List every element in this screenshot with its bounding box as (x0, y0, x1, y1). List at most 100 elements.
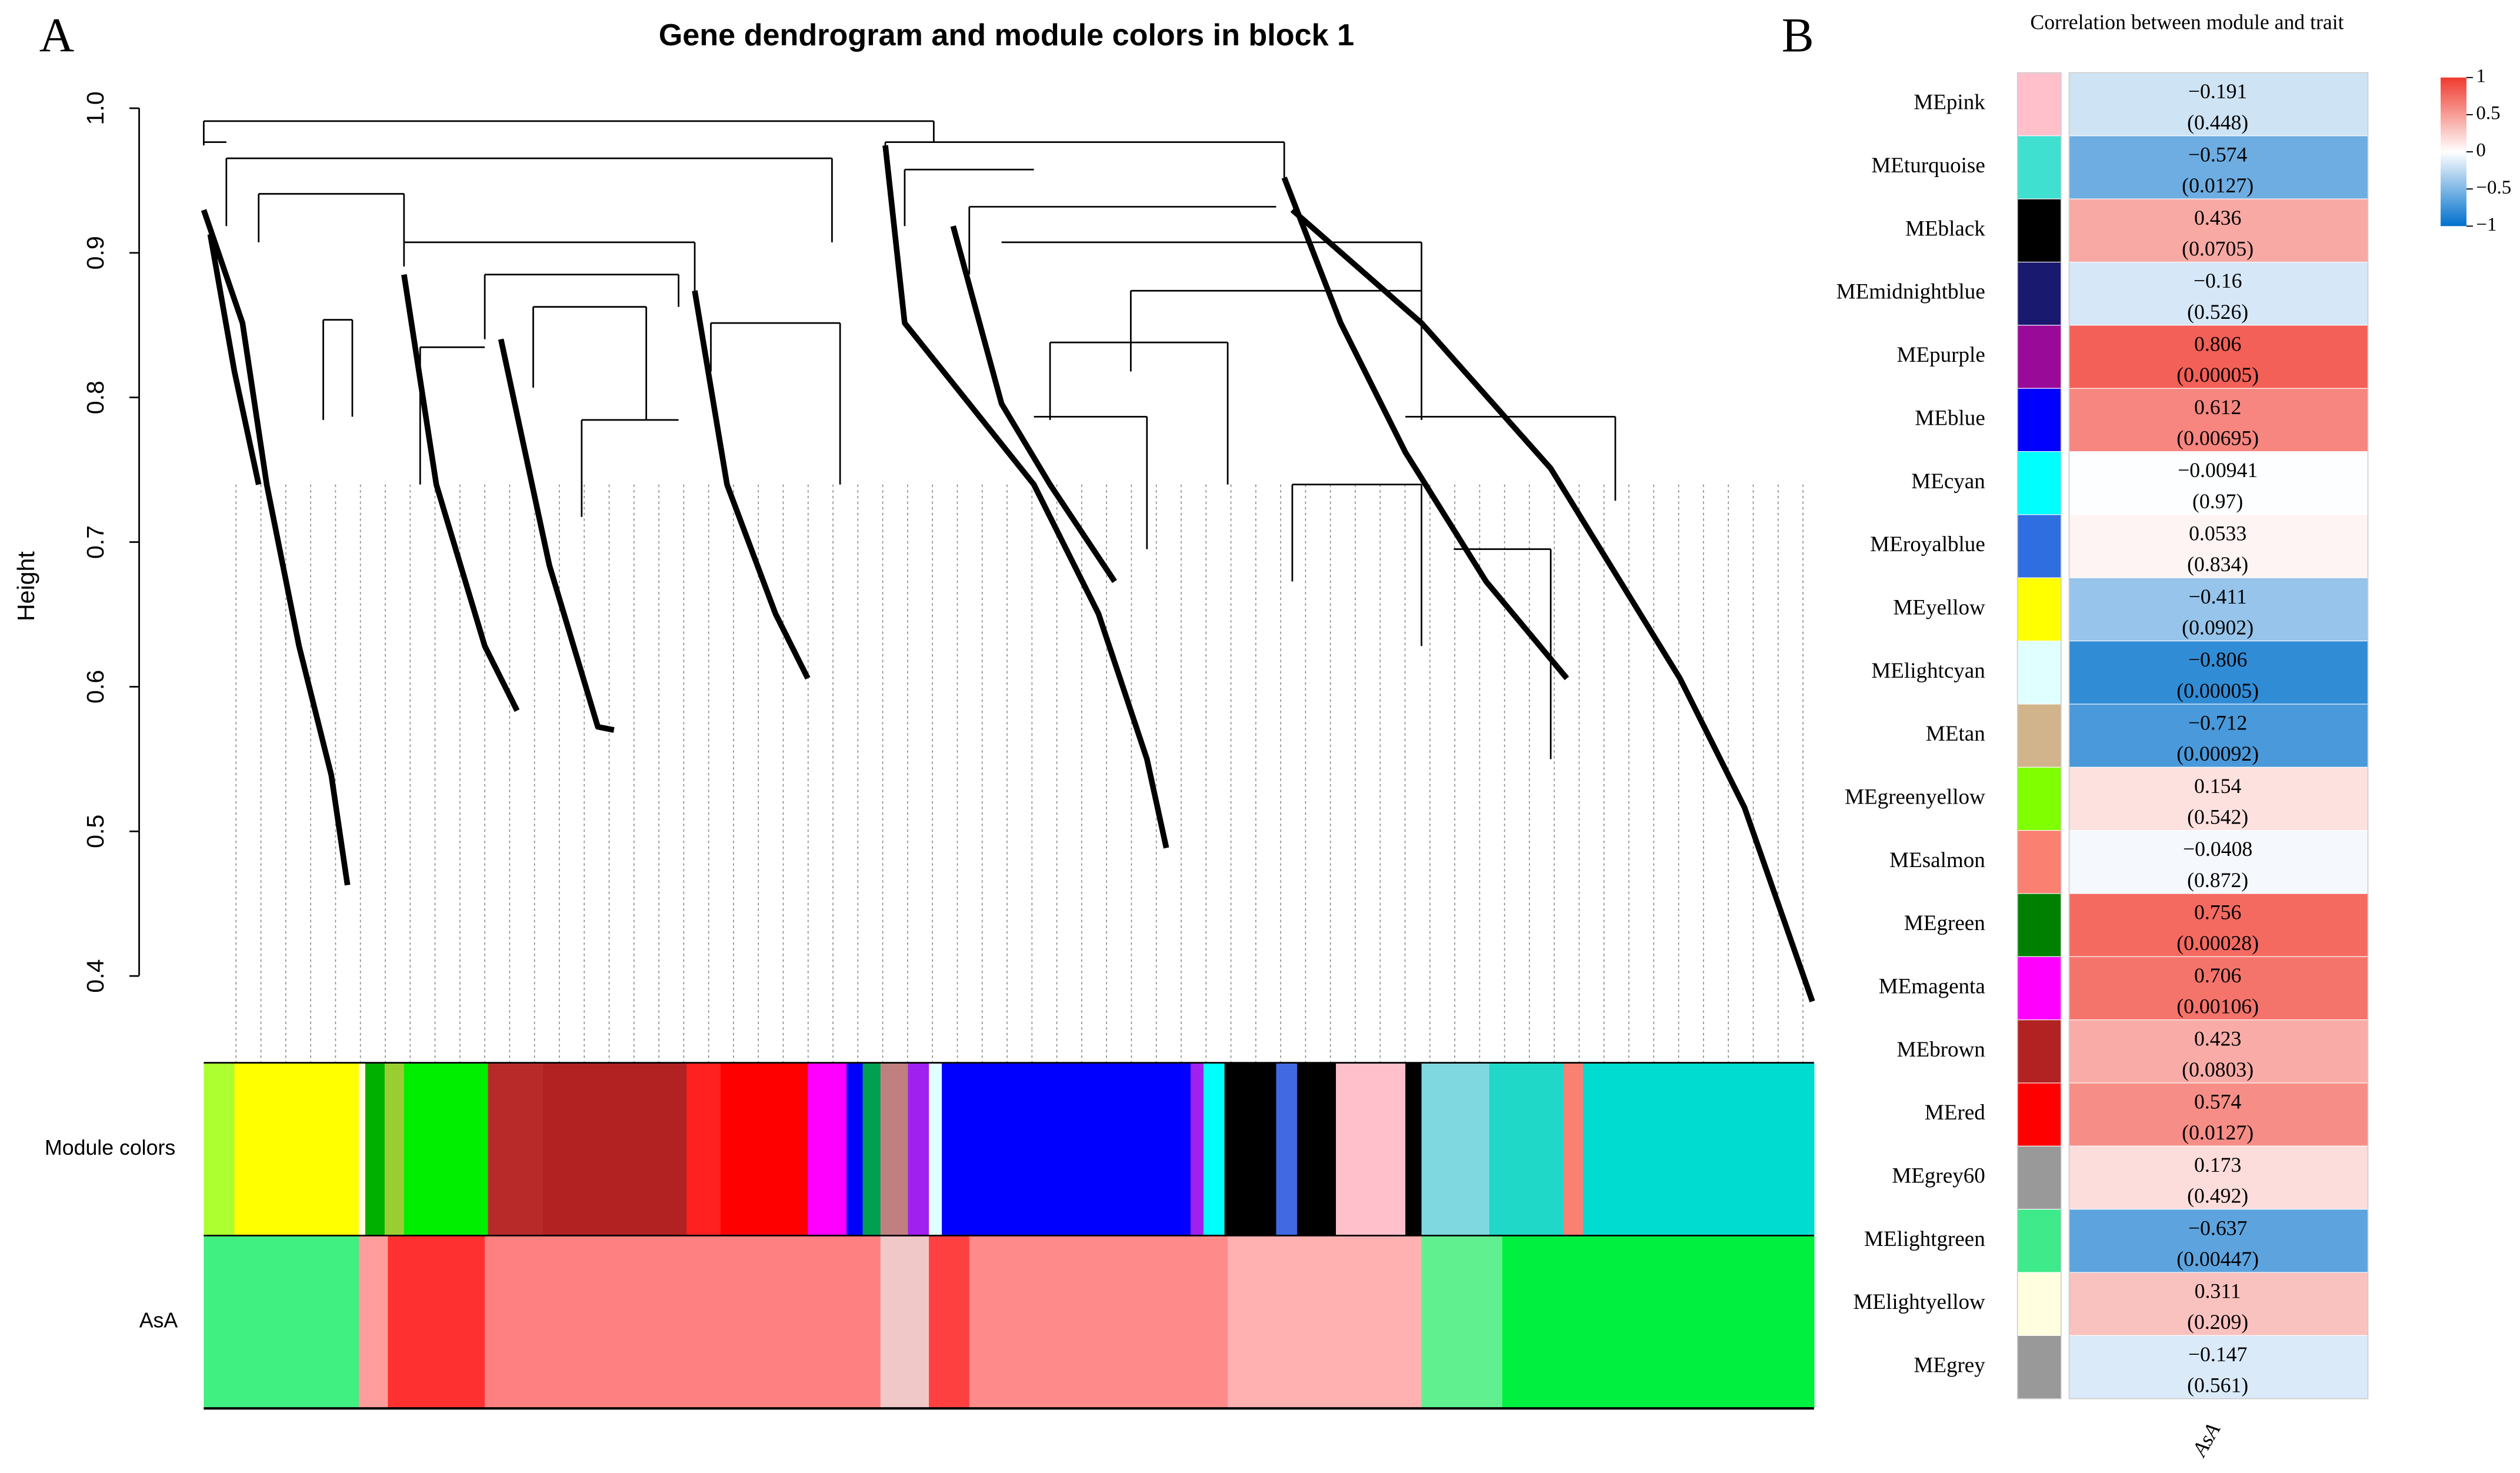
value-label: −0.147 (2188, 1342, 2247, 1366)
heatmap-cell (2069, 262, 2369, 326)
module-swatch (2017, 1082, 2062, 1147)
row-label: MEgrey60 (1892, 1164, 1985, 1188)
value-label: −0.806 (2188, 648, 2247, 671)
panel-b: MEpink −0.191 (0.448) MEturquoise −0.574 (0.0… (1836, 65, 2511, 1399)
color-band (880, 1235, 929, 1409)
chart-title: Correlation between module and trait (2030, 10, 2344, 34)
module-swatch (2017, 451, 2062, 515)
color-band (1502, 1235, 1815, 1409)
panel-letter: A (39, 9, 74, 62)
heatmap-cell (2069, 577, 2369, 642)
pvalue-label: (0.0705) (2182, 236, 2254, 260)
colorbar-label: −0.5 (2476, 177, 2511, 198)
module-swatch (2017, 641, 2062, 705)
pvalue-label: (0.542) (2187, 805, 2248, 829)
row-label: MEcyan (1911, 469, 1985, 494)
heatmap-cell (2069, 1209, 2369, 1273)
pvalue-label: (0.872) (2187, 868, 2248, 892)
heatmap-cell (2069, 956, 2369, 1021)
color-band (358, 1235, 389, 1409)
y-axis-label: Height (12, 551, 39, 622)
module-swatch (2017, 704, 2062, 768)
pvalue-label: (0.834) (2187, 552, 2248, 576)
value-label: 0.0533 (2189, 522, 2246, 545)
value-label: −0.0408 (2183, 837, 2252, 861)
heatmap-cell (2069, 704, 2369, 768)
value-label: −0.411 (2189, 585, 2247, 608)
swatch-frame (2016, 72, 2062, 1399)
color-band (384, 1062, 405, 1236)
color-band (358, 1062, 366, 1236)
module-swatch (2017, 72, 2062, 136)
pvalue-label: (0.0902) (2182, 615, 2254, 639)
heatmap-cell (2069, 451, 2369, 515)
color-band (908, 1062, 929, 1236)
row-label: MEbrown (1897, 1038, 1985, 1062)
heatmap-cell (2069, 72, 2369, 136)
y-tick-label: 0.9 (82, 236, 109, 269)
pvalue-label: (0.00005) (2176, 679, 2259, 702)
row-label: MEmagenta (1879, 974, 1985, 998)
module-swatch (2017, 325, 2062, 389)
value-label: −0.712 (2188, 711, 2247, 735)
value-label: 0.436 (2194, 206, 2241, 229)
row-label: Module colors (45, 1136, 175, 1159)
color-band (234, 1062, 359, 1236)
color-band (1276, 1062, 1298, 1236)
colorbar-label: 0 (2476, 140, 2485, 161)
color-band (862, 1062, 881, 1236)
dendrogram (201, 120, 1815, 1002)
module-swatch (2017, 1145, 2062, 1210)
value-label: 0.756 (2194, 901, 2241, 924)
heatmap-cell (2069, 1335, 2369, 1399)
value-label: −0.637 (2188, 1216, 2247, 1239)
value-label: 0.311 (2195, 1279, 2241, 1303)
color-band (1190, 1062, 1204, 1236)
value-label: −0.191 (2188, 79, 2247, 103)
row-label: MEgreenyellow (1845, 785, 1985, 809)
y-tick-label: 1.0 (82, 91, 109, 125)
panel-a: 0.4 0.5 0.6 0.7 0.8 0.9 1.0 Module colors AsA (45, 91, 1815, 1410)
heatmap-cell (2069, 198, 2369, 263)
color-band (686, 1062, 721, 1236)
color-band (1203, 1062, 1225, 1236)
value-label: 0.612 (2194, 395, 2241, 419)
row-label: MElightgreen (1864, 1227, 1985, 1251)
y-tick-label: 0.7 (82, 525, 109, 559)
colorbar-label: 1 (2476, 65, 2485, 86)
value-label: 0.154 (2194, 774, 2241, 798)
row-label: MEroyalblue (1870, 532, 1985, 556)
color-band (1228, 1235, 1422, 1409)
color-band (1297, 1062, 1336, 1236)
value-label: −0.16 (2194, 269, 2242, 292)
pvalue-label: (0.561) (2187, 1374, 2248, 1397)
pvalue-label: (0.0127) (2182, 1121, 2254, 1144)
color-band (1583, 1062, 1815, 1236)
color-band (488, 1062, 544, 1236)
color-band (929, 1062, 942, 1236)
color-band (485, 1235, 881, 1409)
heatmap-cell (2069, 893, 2369, 957)
pvalue-label: (0.00005) (2176, 363, 2259, 386)
leaf-guides (235, 484, 1804, 1063)
module-swatch (2017, 1019, 2062, 1084)
color-band (720, 1062, 809, 1236)
color-band (542, 1062, 688, 1236)
module-swatch (2017, 1272, 2062, 1336)
y-tick-label: 0.5 (82, 815, 109, 848)
module-swatch (2017, 767, 2062, 831)
pvalue-label: (0.00092) (2176, 742, 2259, 765)
value-label: 0.574 (2194, 1090, 2241, 1114)
color-band (1489, 1062, 1564, 1236)
colorbar-label: −1 (2476, 214, 2496, 235)
pvalue-label: (0.97) (2192, 489, 2243, 513)
heatmap-cell (2069, 514, 2369, 578)
heatmap-cell (2069, 388, 2369, 452)
color-band (1564, 1062, 1584, 1236)
color-band (808, 1062, 847, 1236)
row-label: MEpink (1914, 91, 1985, 115)
pvalue-label: (0.448) (2187, 111, 2248, 134)
color-band (1224, 1062, 1277, 1236)
row-label: MEturquoise (1871, 154, 1985, 178)
pvalue-label: (0.00106) (2176, 995, 2259, 1018)
